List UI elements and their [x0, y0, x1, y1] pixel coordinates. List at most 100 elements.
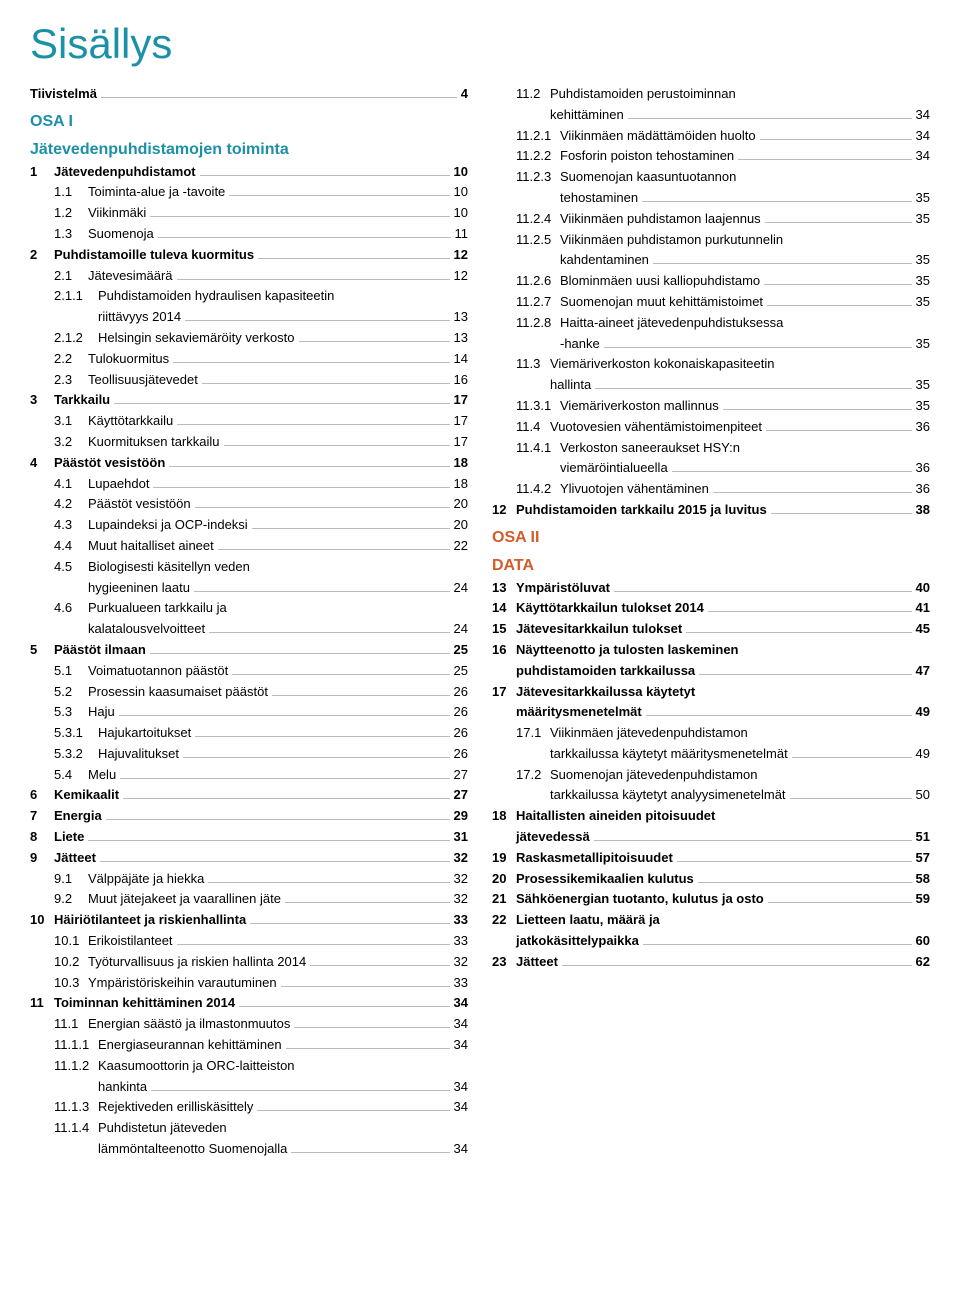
toc-number: 4.5 — [54, 557, 88, 578]
toc-page: 50 — [916, 785, 930, 806]
toc-number: 20 — [492, 869, 516, 890]
toc-number: 16 — [492, 640, 516, 661]
toc-page: 34 — [454, 1139, 468, 1160]
toc-number: 22 — [492, 910, 516, 931]
toc-number: 2 — [30, 245, 54, 266]
toc-row: 11.1Energian säästö ja ilmastonmuutos34 — [30, 1014, 468, 1035]
leader-line — [686, 632, 911, 633]
toc-label: Liete — [54, 827, 84, 848]
toc-label: Haitallisten aineiden pitoisuudet — [516, 806, 715, 827]
toc-page: 40 — [916, 578, 930, 599]
page-title: Sisällys — [30, 20, 930, 68]
toc-label: Jätevesitarkkailun tulokset — [516, 619, 682, 640]
toc-label: Prosessikemikaalien kulutus — [516, 869, 694, 890]
leader-line — [653, 263, 912, 264]
toc-number: 2.1 — [54, 266, 88, 287]
toc-label: Haju — [88, 702, 115, 723]
toc-number: 10 — [30, 910, 54, 931]
toc-number: 11.2.8 — [516, 313, 560, 334]
toc-row: 11.2.5Viikinmäen puhdistamon purkutunnel… — [492, 230, 930, 251]
toc-label: tarkkailussa käytetyt määritysmenetelmät — [550, 744, 788, 765]
toc-label: Teollisuusjätevedet — [88, 370, 198, 391]
toc-label: Muut haitalliset aineet — [88, 536, 214, 557]
toc-label: Helsingin sekaviemäröity verkosto — [98, 328, 295, 349]
leader-line — [628, 118, 912, 119]
leader-line — [595, 388, 911, 389]
toc-label: Sähköenergian tuotanto, kulutus ja osto — [516, 889, 764, 910]
toc-page: 60 — [916, 931, 930, 952]
leader-line — [218, 549, 450, 550]
toc-label: Viemäriverkoston kokonaiskapasiteetin — [550, 354, 775, 375]
leader-line — [232, 674, 449, 675]
toc-label: Blominmäen uusi kalliopuhdistamo — [560, 271, 760, 292]
toc-page: 33 — [454, 931, 468, 952]
leader-line — [224, 445, 450, 446]
toc-row: 2.3Teollisuusjätevedet16 — [30, 370, 468, 391]
toc-number: 5.3.2 — [54, 744, 98, 765]
toc-label: Hajukartoitukset — [98, 723, 191, 744]
toc-page: 31 — [454, 827, 468, 848]
toc-page: 36 — [916, 458, 930, 479]
toc-label: Toiminta-alue ja -tavoite — [88, 182, 225, 203]
toc-number: 2.2 — [54, 349, 88, 370]
leader-line — [208, 882, 449, 883]
toc-row: 11.2.2Fosforin poiston tehostaminen34 — [492, 146, 930, 167]
leader-line — [177, 279, 450, 280]
leader-line — [713, 492, 912, 493]
toc-label: Voimatuotannon päästöt — [88, 661, 228, 682]
toc-label: Erikoistilanteet — [88, 931, 173, 952]
toc-page: 51 — [916, 827, 930, 848]
leader-line — [765, 222, 912, 223]
toc-number: 4.3 — [54, 515, 88, 536]
leader-line — [291, 1152, 449, 1153]
toc-row: 4.1Lupaehdot18 — [30, 474, 468, 495]
leader-line — [195, 736, 449, 737]
toc-row: 9.1Välppäjäte ja hiekka32 — [30, 869, 468, 890]
toc-page: 32 — [454, 952, 468, 973]
toc-page: 35 — [916, 396, 930, 417]
toc-number: 4.1 — [54, 474, 88, 495]
leader-line — [672, 471, 912, 472]
toc-row: 11.3.1Viemäriverkoston mallinnus35 — [492, 396, 930, 417]
toc-page: 45 — [916, 619, 930, 640]
toc-page: 49 — [916, 702, 930, 723]
toc-label: jatkokäsittelypaikka — [516, 931, 639, 952]
toc-row: 2.1.1Puhdistamoiden hydraulisen kapasite… — [30, 286, 468, 307]
toc-page: 57 — [916, 848, 930, 869]
toc-number: 11.2.1 — [516, 126, 560, 147]
toc-number: 6 — [30, 785, 54, 806]
toc-page: 34 — [454, 993, 468, 1014]
toc-number — [516, 375, 550, 396]
toc-label: tarkkailussa käytetyt analyysimenetelmät — [550, 785, 786, 806]
section-heading: Jätevedenpuhdistamojen toiminta — [30, 139, 468, 161]
toc-page: 32 — [454, 889, 468, 910]
toc-label: Lietteen laatu, määrä ja — [516, 910, 660, 931]
toc-page: 26 — [454, 702, 468, 723]
toc-page: 26 — [454, 744, 468, 765]
toc-row: 23Jätteet62 — [492, 952, 930, 973]
toc-number: 19 — [492, 848, 516, 869]
toc-label: Päästöt ilmaan — [54, 640, 146, 661]
leader-line — [285, 902, 450, 903]
toc-page: 26 — [454, 682, 468, 703]
toc-number: 11 — [30, 993, 54, 1014]
toc-label: Rejektiveden erilliskäsittely — [98, 1097, 253, 1118]
toc-number: 10.3 — [54, 973, 88, 994]
toc-page: 4 — [461, 84, 468, 105]
toc-number: 9 — [30, 848, 54, 869]
toc-label: hankinta — [98, 1077, 147, 1098]
toc-number — [54, 619, 88, 640]
toc-page: 35 — [916, 292, 930, 313]
leader-line — [185, 320, 449, 321]
toc-number — [54, 578, 88, 599]
right-column: 11.2Puhdistamoiden perustoiminnan kehitt… — [492, 84, 930, 1160]
toc-row: kehittäminen34 — [492, 105, 930, 126]
toc-label: Jätevedenpuhdistamot — [54, 162, 196, 183]
toc-row: 1.2Viikinmäki10 — [30, 203, 468, 224]
toc-page: 36 — [916, 417, 930, 438]
toc-row: 11.2Puhdistamoiden perustoiminnan — [492, 84, 930, 105]
toc-number: 8 — [30, 827, 54, 848]
toc-number: 4.4 — [54, 536, 88, 557]
toc-number: 11.1 — [54, 1014, 88, 1035]
toc-columns: Tiivistelmä4OSA IJätevedenpuhdistamojen … — [30, 84, 930, 1160]
